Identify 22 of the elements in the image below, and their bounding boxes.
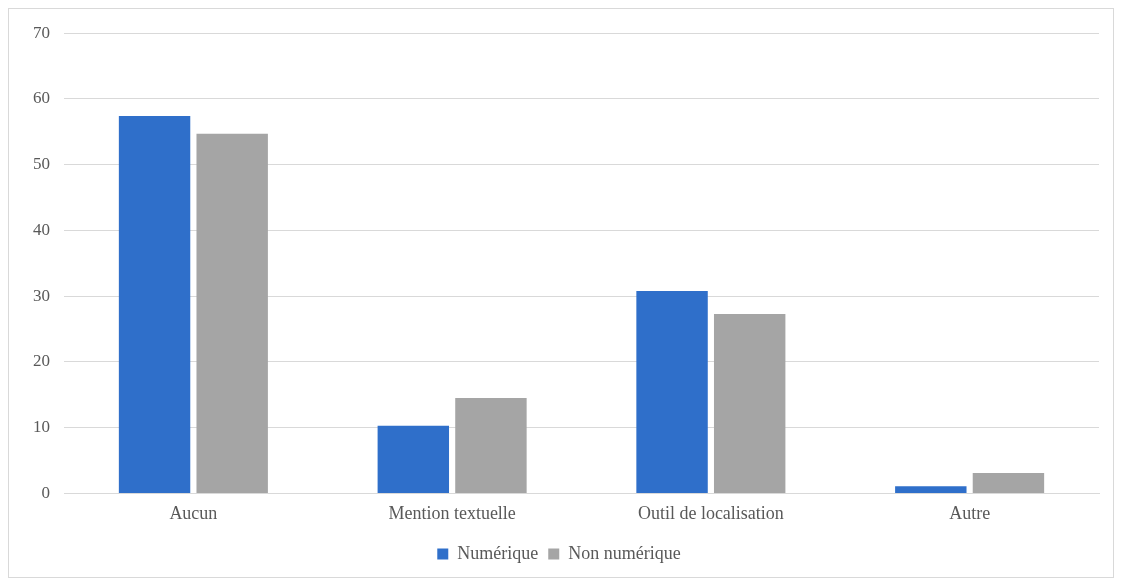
bar [895,486,967,493]
legend-label: Numérique [457,542,539,563]
bar [196,133,268,493]
y-tick-label: 50 [33,154,50,174]
bar [377,425,450,493]
bar [713,313,786,493]
bar [455,398,527,493]
y-tick-label: 20 [33,351,50,371]
x-tick-label: Autre [949,502,991,523]
y-tick-label: 0 [41,482,50,502]
y-tick-label: 10 [33,417,50,437]
legend-label: Non numérique [568,542,681,563]
y-tick-label: 60 [33,88,50,108]
x-tick-label: Mention textuelle [388,502,516,523]
bar [636,290,708,493]
y-tick-label: 40 [33,219,50,239]
bar [972,473,1045,493]
x-tick-label: Outil de localisation [637,502,784,523]
y-tick-label: 30 [33,285,50,305]
x-tick-label: Aucun [169,502,218,523]
bar [118,116,191,493]
y-tick-label: 70 [33,22,50,42]
